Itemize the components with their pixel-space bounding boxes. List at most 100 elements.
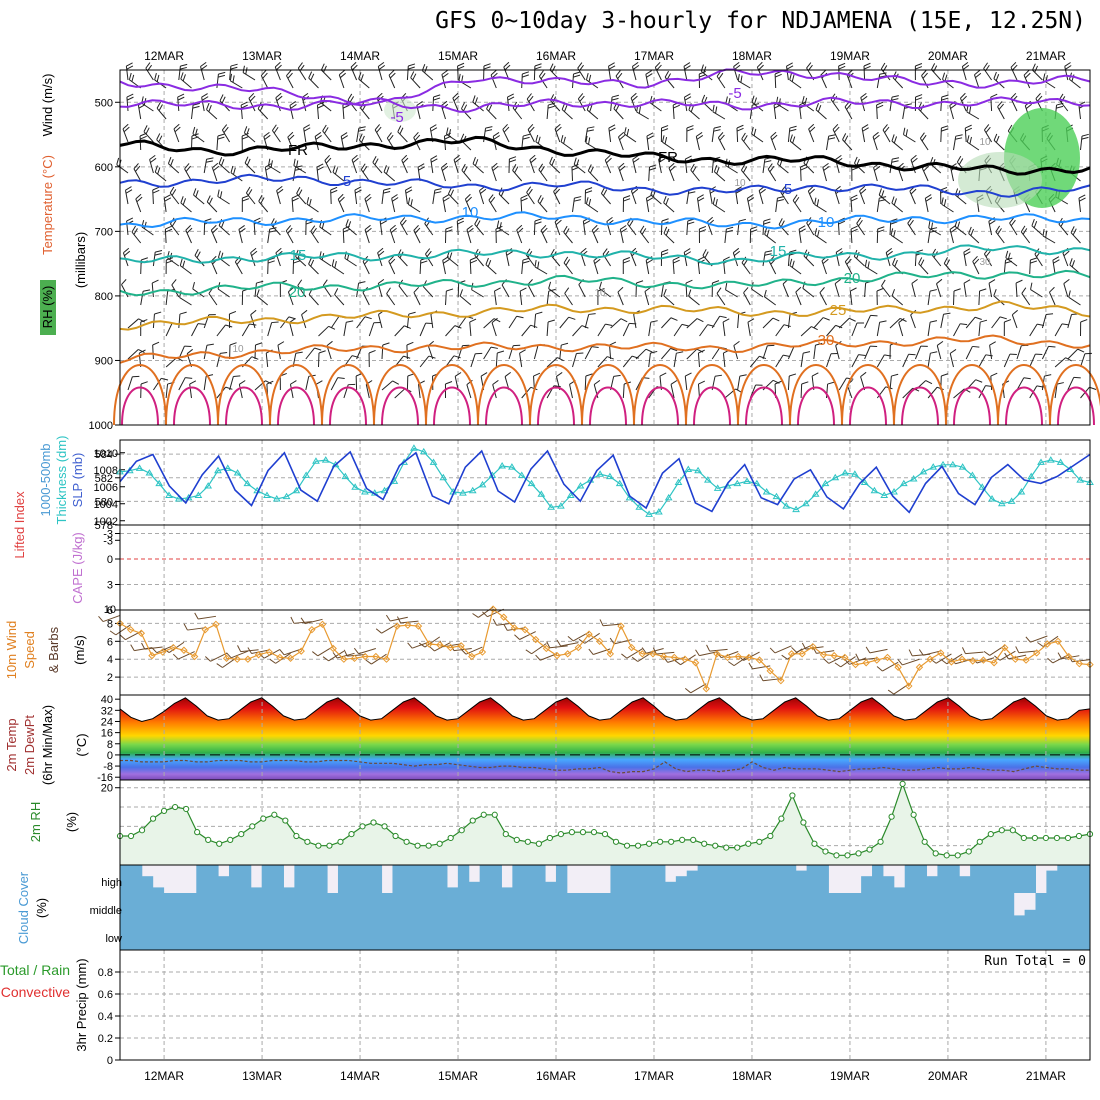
cloud-bar [817,893,829,921]
upper-wind-barb [1078,198,1081,213]
wind10m-speed-point [1001,643,1009,652]
upper-wind-barb-feather [881,279,886,287]
temp-ytick: 40 [101,694,113,706]
upper-wind-barb-feather [441,162,448,168]
upper-wind-barb [610,97,613,112]
upper-wind-barb-feather [417,163,425,168]
upper-wind-barb-feather [496,220,500,228]
isotherm-35-loop [1005,386,1043,426]
wind10m-speed-point [990,659,998,667]
upper-wind-barb [469,259,472,275]
wind10m-barb-feather [1025,636,1031,643]
upper-wind-barb-feather [738,218,746,222]
upper-wind-barb [538,76,548,89]
upper-wind-barb-feather [891,98,899,101]
upper-wind-barb [163,198,167,213]
upper-wind-barb-feather [733,340,740,346]
wind10m-speed-point [702,685,710,693]
upper-wind-barb [131,231,142,244]
isotherm-30-loop [841,364,895,426]
upper-wind-barb-feather [752,103,760,106]
wind10m-barb-feather [353,647,359,655]
upper-wind-barb-feather [158,104,163,111]
upper-wind-barb [488,199,497,213]
upper-wind-barb [989,345,993,360]
cloud-bar [654,893,666,921]
cloud-bar [806,921,819,950]
upper-wind-barb [218,163,230,174]
upper-wind-barb [272,130,281,143]
wind10m-barb [840,656,856,668]
upper-wind-barb [179,265,192,275]
cloud-bar [632,921,644,950]
upper-wind-barb [319,257,332,267]
upper-wind-barb-feather [861,124,869,129]
cloud-bar [773,865,786,893]
upper-wind-barb-feather [670,317,678,321]
upper-wind-barb-feather [454,157,461,163]
upper-wind-barb [308,77,319,89]
wind10m-barb [858,657,877,661]
upper-wind-barb [927,386,938,399]
upper-wind-barb-feather [623,260,631,264]
upper-wind-barb-feather [930,222,934,230]
upper-wind-barb-feather [457,65,465,70]
upper-wind-barb-feather [1065,357,1073,362]
cloud-bar [763,921,775,950]
upper-wind-barb-feather [497,350,505,354]
upper-wind-barb-feather [1011,309,1018,316]
upper-wind-barb-feather [383,190,391,194]
upper-wind-barb-feather [171,189,177,196]
thickness-point [145,469,154,476]
cloud-bar [850,921,862,950]
upper-wind-barb [993,140,1005,151]
upper-ytick: 1000 [89,420,113,432]
upper-wind-barb [306,203,319,213]
wind10m-barb-feather [918,649,924,656]
isotherm-35-loop [225,386,263,426]
wind10m-barb-feather [1037,642,1044,647]
upper-wind-barb-feather [585,187,593,191]
upper-wind-barb-feather [555,126,562,133]
upper-wind-barb-feather [623,127,627,135]
rh2m-point [998,827,1005,834]
upper-wind-barb-feather [453,355,461,359]
upper-wind-barb-feather [1063,278,1070,284]
upper-wind-barb-feather [898,317,905,323]
cloud-bar [545,893,557,921]
upper-wind-barb-feather [656,64,662,71]
upper-wind-barb [722,353,726,368]
upper-wind-barb [546,357,558,368]
upper-wind-barb [432,96,435,112]
upper-wind-barb-feather [390,227,397,234]
upper-wind-barb [838,317,850,329]
upper-wind-barb-feather [890,228,894,236]
upper-wind-barb-feather [602,189,608,197]
upper-wind-barb-feather [352,157,359,164]
upper-wind-barb [496,226,510,236]
upper-wind-barb [274,66,281,81]
cloud-bar [1057,893,1069,921]
upper-wind-barb [859,190,866,205]
upper-wind-barb-feather [388,69,395,76]
rh2m-point [546,834,553,842]
rh2m-point [590,829,598,836]
upper-wind-barb-feather [549,156,553,164]
upper-wind-barb-feather [272,124,277,131]
upper-wind-barb-feather [243,126,248,134]
upper-wind-barb [774,73,777,89]
upper-wind-barb-feather [713,126,721,129]
upper-wind-barb [632,159,637,174]
upper-wind-barb-feather [725,282,728,290]
upper-wind-barb-feather [306,197,310,205]
upper-wind-barb-feather [765,250,773,253]
upper-wind-barb-feather [606,216,613,222]
upper-wind-barb [253,220,256,236]
wind10m-barb-feather [194,612,199,620]
wind10m-speed-point [638,650,647,658]
cloud-bar [141,921,154,950]
cloud-bar [359,865,372,893]
wind10m-barb [656,651,675,655]
wind10m-barb-feather [961,647,966,654]
upper-wind-barb-feather [838,220,846,225]
